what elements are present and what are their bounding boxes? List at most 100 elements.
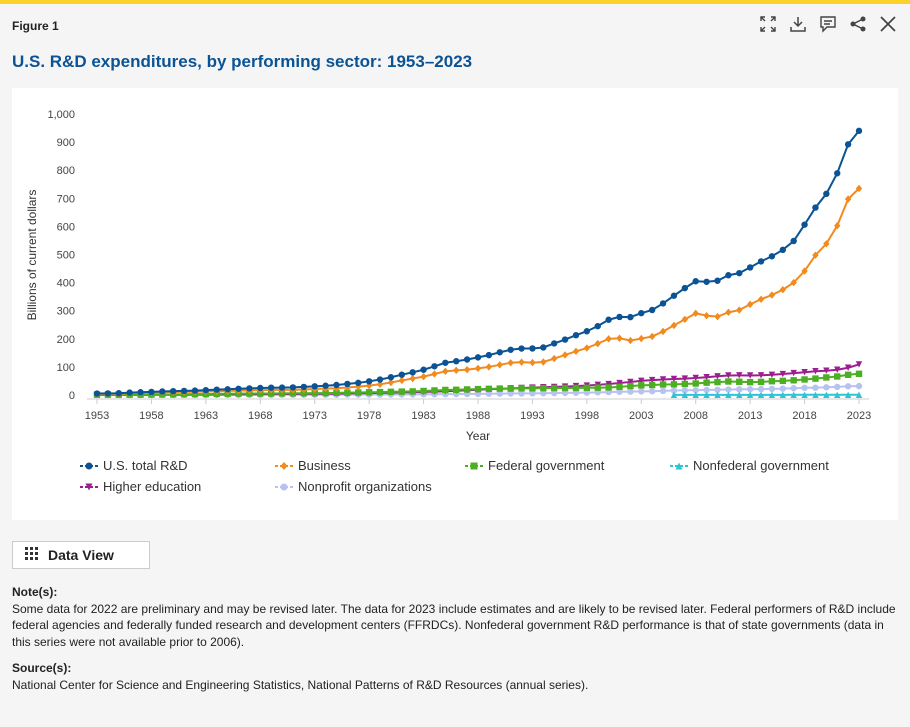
data-point-federal-government <box>823 374 830 381</box>
y-tick-label: 900 <box>57 137 75 149</box>
data-point-nonprofit-organizations <box>768 385 776 393</box>
data-point-nonprofit-organizations <box>725 386 732 393</box>
data-point-higher-education <box>627 378 634 386</box>
data-point-u-s-total-r-d <box>387 374 395 381</box>
data-point-federal-government <box>616 383 623 391</box>
data-point-nonfederal-government <box>834 391 841 398</box>
expand-icon[interactable] <box>758 14 778 34</box>
data-point-nonprofit-organizations <box>801 384 808 392</box>
data-point-nonprofit-organizations <box>823 384 830 391</box>
data-point-business <box>801 267 808 275</box>
legend-marker-icon <box>465 462 483 469</box>
data-point-federal-government <box>779 377 786 385</box>
data-point-business <box>529 358 536 367</box>
data-point-business <box>572 347 580 356</box>
data-point-u-s-total-r-d <box>757 258 765 265</box>
data-point-u-s-total-r-d <box>398 371 405 378</box>
data-point-nonprofit-organizations <box>681 387 689 394</box>
data-point-u-s-total-r-d <box>170 387 177 395</box>
data-point-nonfederal-government <box>812 391 819 399</box>
data-point-u-s-total-r-d <box>768 253 776 260</box>
series-line-business <box>96 187 860 395</box>
data-point-federal-government <box>344 389 351 396</box>
data-point-business <box>463 365 471 374</box>
legend-item-federal-government[interactable]: Federal government <box>465 458 604 473</box>
data-point-nonfederal-government <box>681 391 689 399</box>
data-point-nonprofit-organizations <box>746 386 754 393</box>
data-point-higher-education <box>779 370 786 378</box>
data-point-u-s-total-r-d <box>431 363 438 370</box>
data-point-federal-government <box>365 389 373 396</box>
data-point-u-s-total-r-d <box>529 345 536 352</box>
legend-item-nonfederal-government[interactable]: Nonfederal government <box>670 458 829 473</box>
data-point-nonfederal-government <box>725 391 732 399</box>
data-point-higher-education <box>746 372 754 379</box>
data-point-higher-education <box>703 374 710 381</box>
legend-item-nonprofit-organizations[interactable]: Nonprofit organizations <box>275 479 432 494</box>
data-point-federal-government <box>474 385 482 393</box>
data-point-federal-government <box>725 378 732 385</box>
legend-item-business[interactable]: Business <box>275 458 351 473</box>
data-point-nonprofit-organizations <box>648 388 656 395</box>
data-point-u-s-total-r-d <box>736 269 743 277</box>
download-icon[interactable] <box>788 14 808 34</box>
data-point-u-s-total-r-d <box>659 300 667 307</box>
data-point-business <box>659 327 667 336</box>
data-point-nonfederal-government <box>801 391 808 399</box>
data-point-business <box>376 380 384 388</box>
x-tick-label: 2013 <box>738 410 762 422</box>
data-point-nonfederal-government <box>757 391 765 399</box>
data-point-nonprofit-organizations <box>496 390 503 397</box>
legend-label: U.S. total R&D <box>103 458 188 473</box>
legend-marker <box>675 462 683 469</box>
data-point-u-s-total-r-d <box>365 378 373 385</box>
data-point-u-s-total-r-d <box>191 387 199 394</box>
x-tick-label: 2018 <box>792 410 816 422</box>
grid-icon <box>25 547 38 563</box>
legend-item-higher-education[interactable]: Higher education <box>80 479 201 494</box>
data-point-federal-government <box>540 384 547 392</box>
legend-marker-icon <box>80 462 98 469</box>
y-tick-label: 1,000 <box>47 109 75 121</box>
legend-marker <box>280 483 288 490</box>
data-point-business <box>812 251 819 259</box>
data-point-u-s-total-r-d <box>453 358 460 365</box>
data-point-u-s-total-r-d <box>442 359 449 366</box>
x-tick-label: 1983 <box>411 410 435 422</box>
data-point-nonfederal-government <box>844 391 852 398</box>
data-point-u-s-total-r-d <box>278 384 286 391</box>
y-tick-label: 0 <box>69 390 75 402</box>
data-point-business <box>387 378 395 387</box>
data-point-business <box>540 358 547 366</box>
data-point-federal-government <box>453 386 460 393</box>
legend-marker-icon <box>670 462 688 469</box>
data-point-business <box>670 321 678 330</box>
data-point-nonprofit-organizations <box>485 390 493 397</box>
data-point-business <box>485 363 493 371</box>
data-point-business <box>616 334 623 342</box>
data-point-business <box>790 278 797 287</box>
data-point-business <box>681 315 689 324</box>
data-point-nonfederal-government <box>855 391 863 398</box>
data-point-federal-government <box>834 373 841 380</box>
data-point-higher-education <box>616 379 623 387</box>
legend-item-u-s-total-r-d[interactable]: U.S. total R&D <box>80 458 188 473</box>
chart-panel: Billions of current dollars Year 0 100 200… <box>12 88 898 520</box>
data-point-federal-government <box>812 375 819 382</box>
x-tick-label: 2003 <box>629 410 653 422</box>
data-point-nonprofit-organizations <box>714 386 721 394</box>
close-icon[interactable] <box>878 14 898 34</box>
data-point-business <box>605 335 612 343</box>
x-axis-label: Year <box>466 429 490 443</box>
share-icon[interactable] <box>848 14 868 34</box>
notes-section: Note(s): Some data for 2022 are prelimin… <box>12 584 902 703</box>
data-point-business <box>431 370 438 378</box>
comment-icon[interactable] <box>818 14 838 34</box>
data-point-u-s-total-r-d <box>779 246 786 254</box>
data-point-u-s-total-r-d <box>692 278 699 285</box>
data-point-u-s-total-r-d <box>638 309 645 317</box>
legend-label: Nonfederal government <box>693 458 829 473</box>
data-point-higher-education <box>757 372 765 379</box>
data-point-u-s-total-r-d <box>311 383 318 390</box>
data-view-button[interactable]: Data View <box>12 541 150 569</box>
